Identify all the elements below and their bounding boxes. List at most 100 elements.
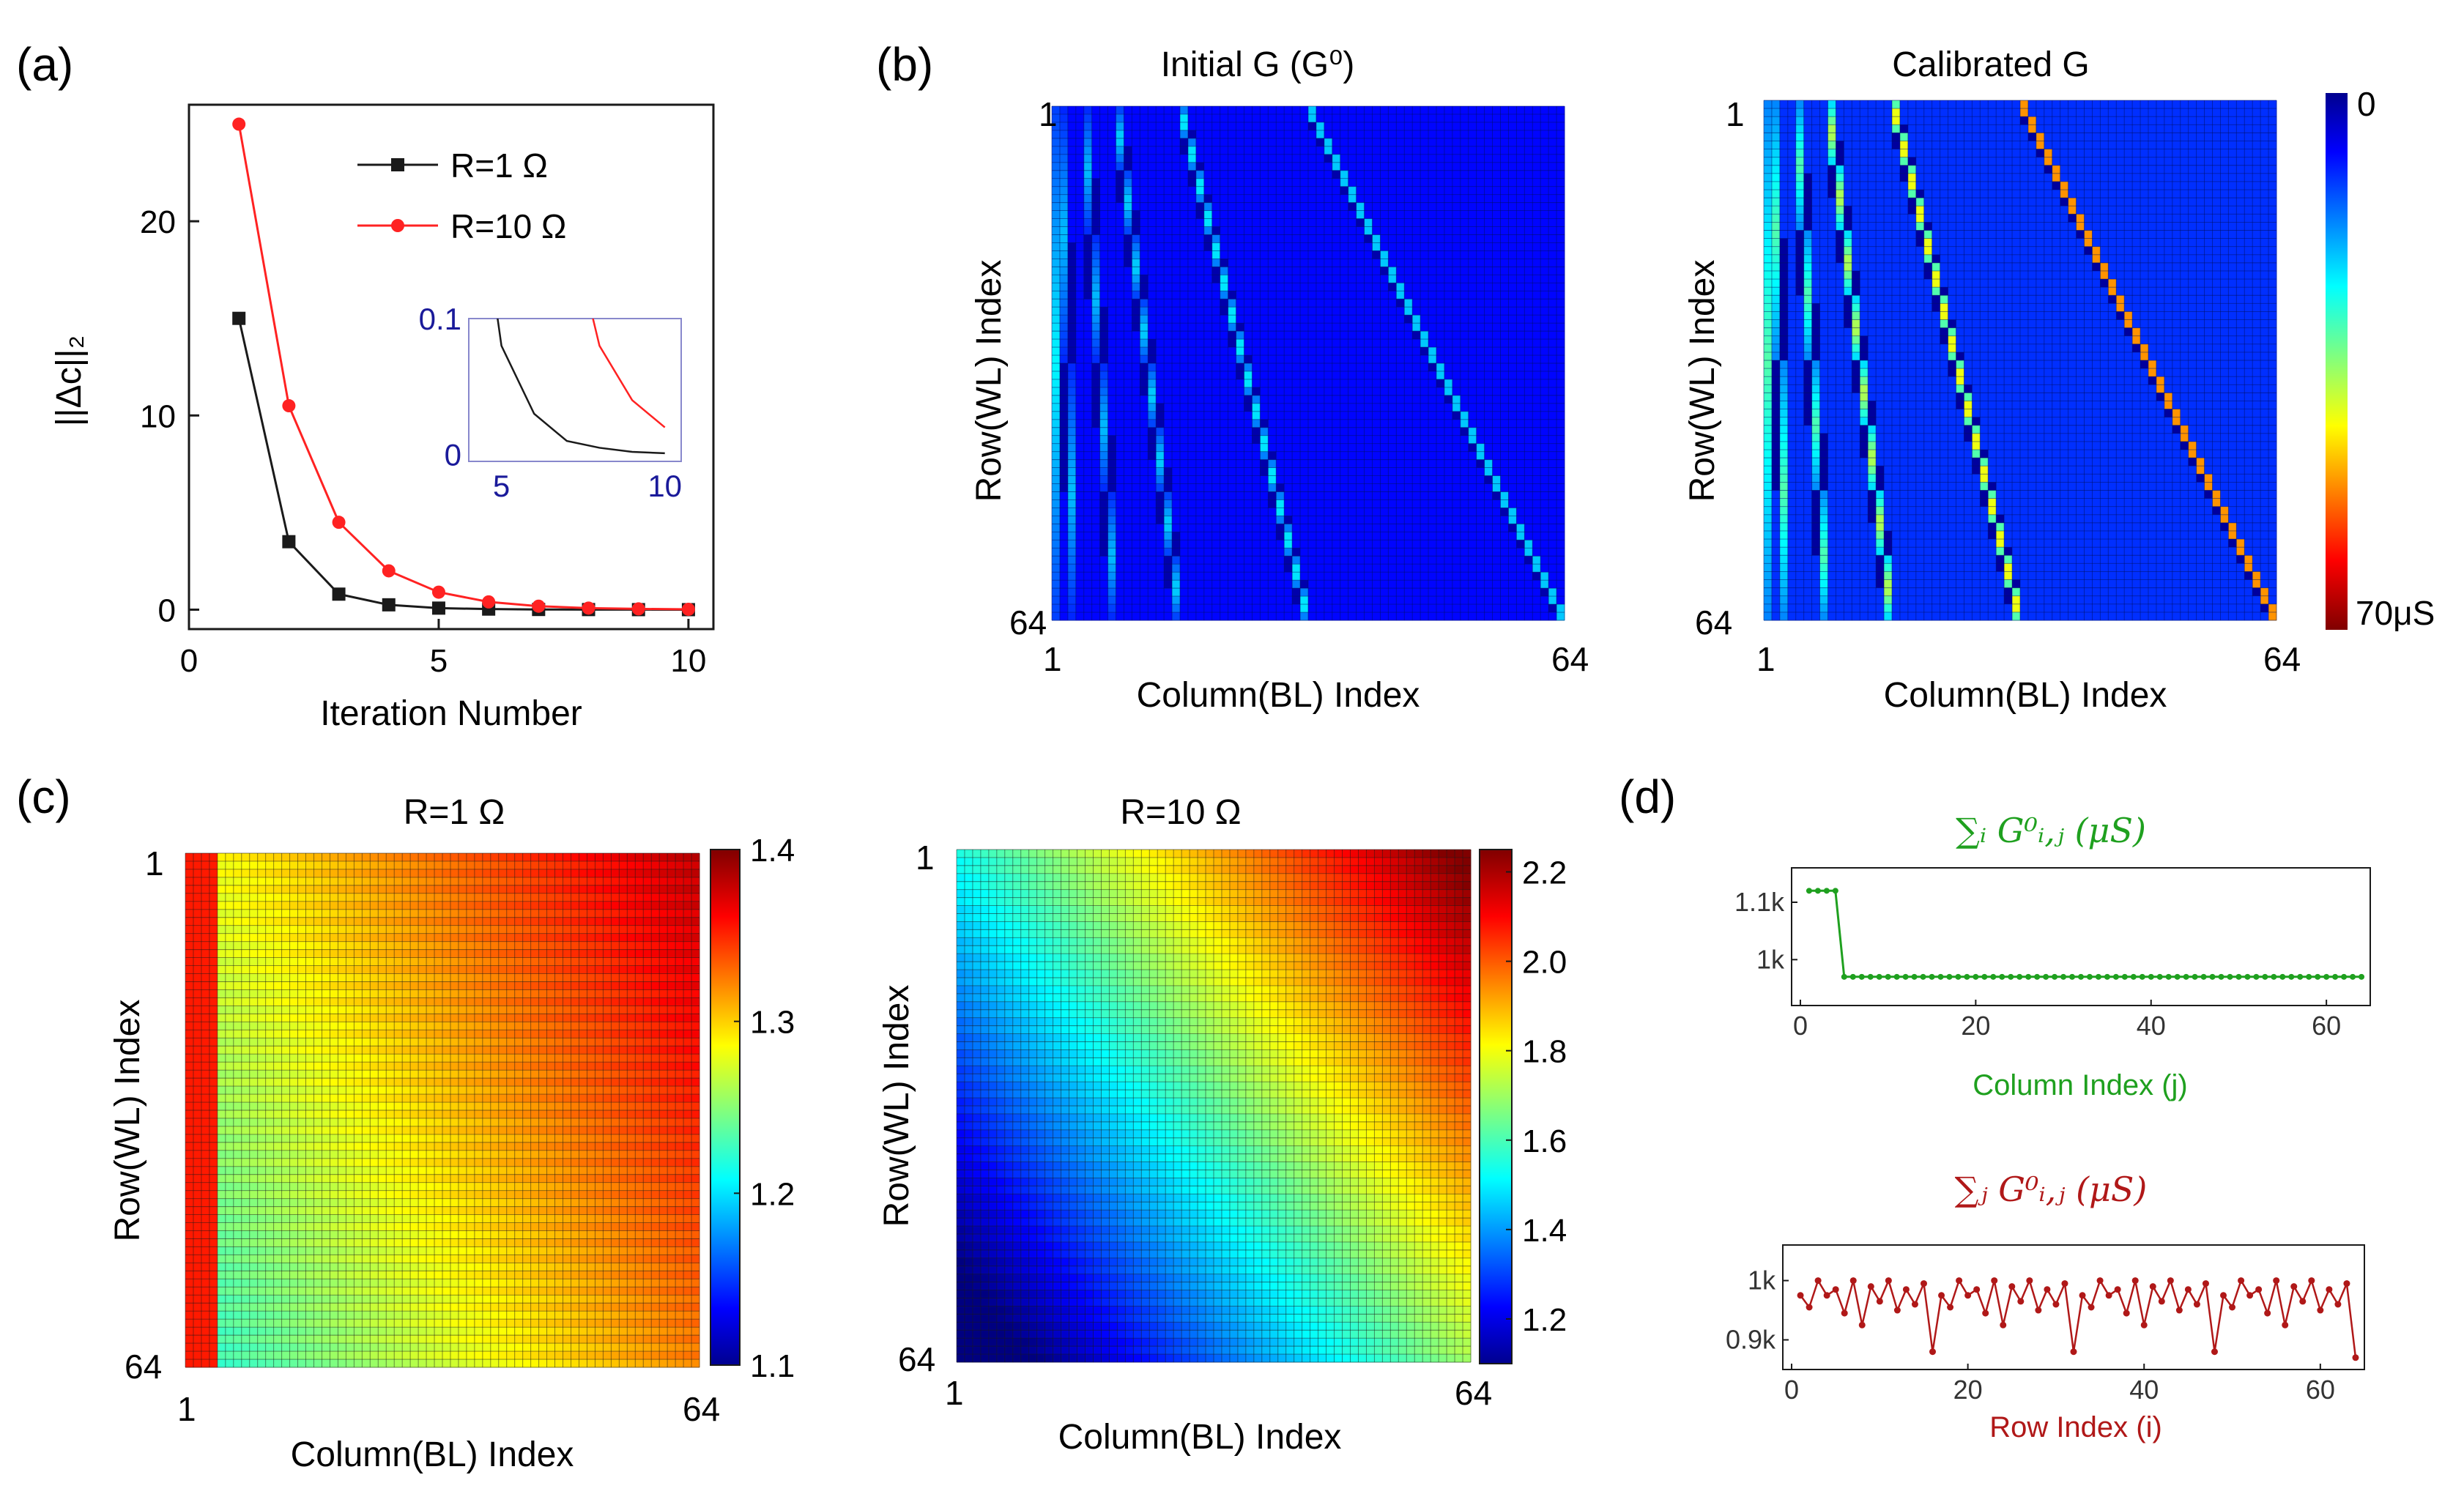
heatmap-cell	[2124, 108, 2133, 117]
heatmap-cell	[1252, 291, 1261, 300]
heatmap-cell	[1508, 186, 1517, 196]
heatmap-cell	[2092, 124, 2101, 133]
heatmap-cell	[1091, 267, 1101, 275]
heatmap-cell	[1180, 363, 1189, 372]
heatmap-cell	[1548, 114, 1557, 123]
heatmap-cell	[1324, 210, 1333, 219]
heatmap-cell	[1468, 604, 1477, 613]
heatmap-cell	[1252, 540, 1261, 549]
heatmap-cell	[1059, 162, 1069, 171]
heatmap-cell	[1252, 194, 1261, 204]
heatmap-cell	[1452, 275, 1461, 283]
heatmap-cell	[1091, 259, 1101, 267]
heatmap-cell	[1771, 108, 1781, 117]
heatmap-cell	[1364, 355, 1373, 364]
heatmap-cell	[1252, 499, 1261, 508]
heatmap-cell	[1444, 516, 1453, 524]
heatmap-cell	[1444, 363, 1453, 372]
heatmap-cell	[1116, 331, 1124, 340]
heatmap-cell	[1059, 508, 1069, 516]
heatmap-cell	[1428, 355, 1437, 364]
heatmap-cell	[1852, 165, 1860, 174]
heatmap-cell	[1356, 291, 1365, 300]
heatmap-cell	[2236, 100, 2245, 109]
heatmap-cell	[1156, 443, 1165, 453]
heatmap-cell	[2228, 124, 2237, 133]
heatmap-cell	[1356, 162, 1365, 171]
heatmap-cell	[1116, 299, 1124, 308]
heatmap-cell	[1476, 226, 1485, 235]
heatmap-cell	[1156, 556, 1165, 565]
heatmap-cell	[1099, 355, 1108, 364]
heatmap-cell	[1276, 379, 1285, 388]
heatmap-cell	[1236, 170, 1244, 179]
heatmap-cell	[1132, 451, 1140, 461]
heatmap-cell	[1420, 210, 1429, 219]
heatmap-cell	[1276, 411, 1285, 420]
heatmap-cell	[1332, 138, 1341, 147]
heatmap-cell	[1348, 122, 1357, 131]
heatmap-cell	[1468, 427, 1477, 436]
heatmap-cell	[1067, 443, 1077, 453]
heatmap-cell	[1067, 267, 1077, 275]
heatmap-cell	[1444, 178, 1453, 187]
heatmap-cell	[1860, 165, 1869, 174]
heatmap-cell	[1324, 564, 1333, 573]
heatmap-cell	[1324, 532, 1333, 540]
heatmap-cell	[2156, 181, 2165, 190]
heatmap-cell	[1380, 170, 1389, 179]
heatmap-cell	[1787, 116, 1797, 125]
heatmap-cell	[1187, 162, 1197, 171]
heatmap-cell	[2108, 157, 2117, 166]
heatmap-cell	[1252, 572, 1261, 581]
heatmap-cell	[1892, 108, 1901, 117]
heatmap-cell	[1540, 267, 1549, 275]
heatmap-cell	[1532, 315, 1541, 324]
heatmap-cell	[1452, 459, 1461, 468]
heatmap-cell	[1211, 138, 1221, 147]
heatmap-cell	[1203, 291, 1213, 300]
heatmap-cell	[1148, 226, 1157, 235]
heatmap-cell	[1099, 178, 1108, 187]
heatmap-cell	[1091, 459, 1101, 468]
heatmap-cell	[1292, 355, 1301, 364]
heatmap-cell	[1260, 250, 1269, 259]
heatmap-cell	[1428, 427, 1437, 436]
heatmap-cell	[1556, 130, 1565, 139]
heatmap-cell	[1460, 138, 1469, 147]
heatmap-cell	[1324, 170, 1333, 179]
heatmap-cell	[1172, 524, 1181, 532]
heatmap-cell	[1268, 226, 1277, 235]
heatmap-cell	[1476, 427, 1485, 436]
heatmap-cell	[1099, 186, 1108, 196]
heatmap-cell	[1340, 516, 1349, 524]
heatmap-cell	[1500, 516, 1509, 524]
heatmap-cell	[1067, 572, 1077, 581]
heatmap-cell	[1116, 580, 1124, 589]
heatmap-cell	[1556, 307, 1565, 316]
heatmap-cell	[2027, 165, 2037, 174]
heatmap-cell	[1388, 475, 1397, 484]
heatmap-cell	[1172, 427, 1181, 436]
heatmap-cell	[1156, 114, 1165, 123]
heatmap-cell	[1059, 403, 1069, 412]
heatmap-cell	[1203, 427, 1213, 436]
heatmap-cell	[1492, 122, 1501, 131]
heatmap-cell	[1484, 226, 1493, 235]
heatmap-cell	[1500, 275, 1509, 283]
heatmap-cell	[1236, 435, 1244, 445]
heatmap-cell	[1148, 114, 1157, 123]
heatmap-cell	[1276, 170, 1285, 179]
heatmap-cell	[1067, 467, 1077, 476]
heatmap-cell	[1067, 387, 1077, 396]
heatmap-cell	[2212, 141, 2221, 149]
heatmap-cell	[1099, 572, 1108, 581]
heatmap-cell	[1316, 411, 1325, 420]
heatmap-cell	[1460, 548, 1469, 557]
heatmap-cell	[1116, 218, 1124, 227]
heatmap-cell	[1308, 564, 1317, 573]
heatmap-cell	[1228, 202, 1236, 211]
heatmap-cell	[1892, 116, 1901, 125]
heatmap-cell	[1460, 146, 1469, 155]
heatmap-cell	[1067, 596, 1077, 605]
